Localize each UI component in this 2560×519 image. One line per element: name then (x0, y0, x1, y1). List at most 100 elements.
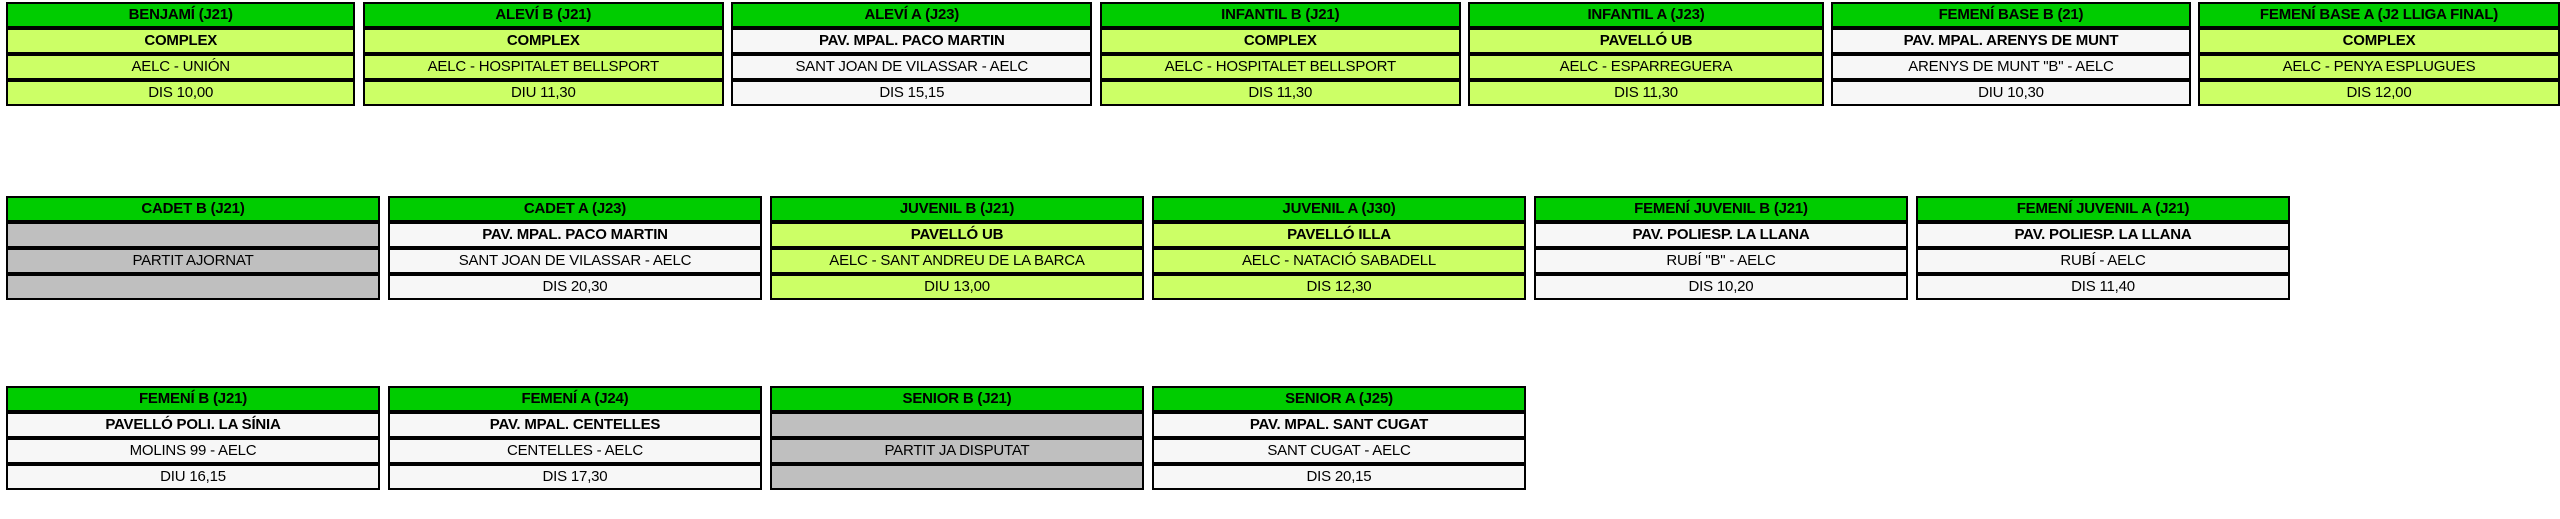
venue-cell: COMPLEX (6, 28, 356, 54)
fixture-table-2: CADET B (J21) CADET A (J23) JUVENIL B (J21… (6, 196, 2290, 300)
match-cell: PARTIT JA DISPUTAT (770, 438, 1144, 464)
column-gap (1144, 386, 1152, 412)
column-gap (380, 386, 388, 412)
column-gap (355, 2, 362, 28)
column-gap (762, 386, 770, 412)
column-gap (2191, 28, 2198, 54)
column-gap (1824, 80, 1831, 106)
category-header-cell: CADET B (J21) (6, 196, 380, 222)
column-gap (1526, 196, 1534, 222)
column-gap (1144, 196, 1152, 222)
time-cell: DIS 11,30 (1468, 80, 1824, 106)
column-gap (1144, 222, 1152, 248)
table-row-category: BENJAMÍ (J21) ALEVÍ B (J21) ALEVÍ A (J23) I… (6, 2, 2560, 28)
column-gap (1144, 274, 1152, 300)
column-gap (1144, 248, 1152, 274)
fixture-grid: FEMENÍ B (J21) FEMENÍ A (J24) SENIOR B (J2… (6, 386, 1526, 490)
column-gap (2191, 2, 2198, 28)
column-gap (380, 438, 388, 464)
category-header-cell: JUVENIL B (J21) (770, 196, 1144, 222)
table-row-category: FEMENÍ B (J21) FEMENÍ A (J24) SENIOR B (J2… (6, 386, 1526, 412)
column-gap (1144, 438, 1152, 464)
column-gap (2191, 54, 2198, 80)
column-gap (1461, 54, 1468, 80)
time-cell: DIS 11,40 (1916, 274, 2290, 300)
column-gap (1824, 54, 1831, 80)
match-cell: AELC - HOSPITALET BELLSPORT (1099, 54, 1461, 80)
match-cell: CENTELLES - AELC (388, 438, 762, 464)
match-cell: AELC - NATACIÓ SABADELL (1152, 248, 1526, 274)
column-gap (762, 248, 770, 274)
column-gap (1824, 28, 1831, 54)
table-row-venue: PAVELLÓ POLI. LA SÍNIA PAV. MPAL. CENTELL… (6, 412, 1526, 438)
fixture-table-1: BENJAMÍ (J21) ALEVÍ B (J21) ALEVÍ A (J23) I… (6, 2, 2560, 106)
time-cell: DIU 16,15 (6, 464, 380, 490)
venue-cell (6, 222, 380, 248)
column-gap (1092, 80, 1099, 106)
match-cell: AELC - UNIÓN (6, 54, 356, 80)
match-cell: SANT JOAN DE VILASSAR - AELC (731, 54, 1093, 80)
venue-cell: PAVELLÓ UB (1468, 28, 1824, 54)
column-gap (380, 222, 388, 248)
fixture-grid: BENJAMÍ (J21) ALEVÍ B (J21) ALEVÍ A (J23) I… (6, 2, 2560, 106)
table-row-match: MOLINS 99 - AELC CENTELLES - AELC PARTIT J… (6, 438, 1526, 464)
column-gap (762, 412, 770, 438)
venue-cell: PAV. MPAL. PACO MARTIN (388, 222, 762, 248)
venue-cell: COMPLEX (362, 28, 724, 54)
venue-cell: COMPLEX (2198, 28, 2560, 54)
table-row-time: DIS 10,00 DIU 11,30 DIS 15,15 DIS 11,30 DIS … (6, 80, 2560, 106)
category-header-cell: JUVENIL A (J30) (1152, 196, 1526, 222)
time-cell: DIS 11,30 (1099, 80, 1461, 106)
category-header-cell: FEMENÍ A (J24) (388, 386, 762, 412)
column-gap (762, 222, 770, 248)
time-cell: DIS 17,30 (388, 464, 762, 490)
column-gap (724, 80, 731, 106)
time-cell: DIS 12,00 (2198, 80, 2560, 106)
column-gap (1461, 2, 1468, 28)
time-cell: DIU 11,30 (362, 80, 724, 106)
venue-cell: PAV. POLIESP. LA LLANA (1916, 222, 2290, 248)
time-cell: DIS 20,15 (1152, 464, 1526, 490)
column-gap (1461, 80, 1468, 106)
column-gap (1092, 54, 1099, 80)
fixture-table-3: FEMENÍ B (J21) FEMENÍ A (J24) SENIOR B (J2… (6, 386, 1526, 490)
time-cell (770, 464, 1144, 490)
column-gap (380, 412, 388, 438)
match-cell: AELC - ESPARREGUERA (1468, 54, 1824, 80)
venue-cell: PAVELLÓ ILLA (1152, 222, 1526, 248)
time-cell: DIS 12,30 (1152, 274, 1526, 300)
time-cell (6, 274, 380, 300)
category-header-cell: FEMENÍ JUVENIL A (J21) (1916, 196, 2290, 222)
table-row-venue: COMPLEX COMPLEX PAV. MPAL. PACO MARTIN COMP… (6, 28, 2560, 54)
venue-cell (770, 412, 1144, 438)
time-cell: DIU 13,00 (770, 274, 1144, 300)
match-cell: RUBÍ - AELC (1916, 248, 2290, 274)
table-row-time: DIU 16,15 DIS 17,30 DIS 20,15 (6, 464, 1526, 490)
table-row-match: PARTIT AJORNAT SANT JOAN DE VILASSAR - AE… (6, 248, 2290, 274)
venue-cell: COMPLEX (1099, 28, 1461, 54)
table-row-venue: PAV. MPAL. PACO MARTIN PAVELLÓ UB PAVELLÓ … (6, 222, 2290, 248)
column-gap (1908, 274, 1916, 300)
column-gap (1144, 412, 1152, 438)
category-header-cell: FEMENÍ BASE A (J2 LLIGA FINAL) (2198, 2, 2560, 28)
venue-cell: PAVELLÓ POLI. LA SÍNIA (6, 412, 380, 438)
category-header-cell: SENIOR A (J25) (1152, 386, 1526, 412)
column-gap (1092, 28, 1099, 54)
fixture-grid: CADET B (J21) CADET A (J23) JUVENIL B (J21… (6, 196, 2290, 300)
table-row-category: CADET B (J21) CADET A (J23) JUVENIL B (J21… (6, 196, 2290, 222)
table-row-match: AELC - UNIÓN AELC - HOSPITALET BELLSPORT S… (6, 54, 2560, 80)
column-gap (355, 28, 362, 54)
column-gap (1908, 222, 1916, 248)
column-gap (1092, 2, 1099, 28)
category-header-cell: BENJAMÍ (J21) (6, 2, 356, 28)
match-cell: AELC - HOSPITALET BELLSPORT (362, 54, 724, 80)
column-gap (724, 28, 731, 54)
match-cell: ARENYS DE MUNT "B" - AELC (1831, 54, 2191, 80)
match-cell: SANT CUGAT - AELC (1152, 438, 1526, 464)
venue-cell: PAV. MPAL. CENTELLES (388, 412, 762, 438)
column-gap (762, 438, 770, 464)
column-gap (355, 54, 362, 80)
match-cell: SANT JOAN DE VILASSAR - AELC (388, 248, 762, 274)
venue-cell: PAV. MPAL. PACO MARTIN (731, 28, 1093, 54)
